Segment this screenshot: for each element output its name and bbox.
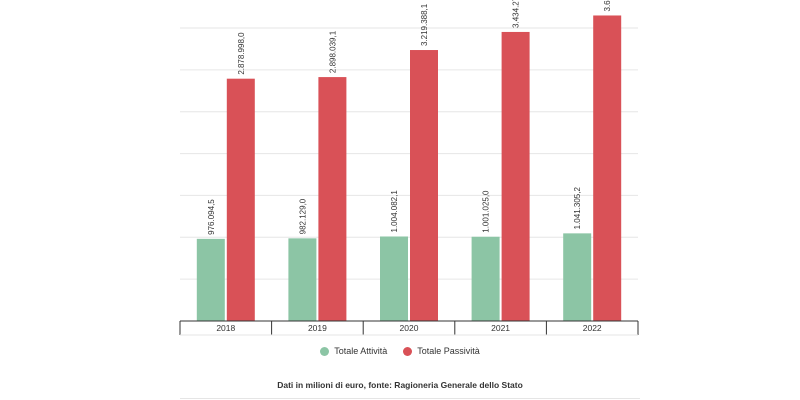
value-label-attivita-2021: 1.001.025,0 bbox=[482, 190, 491, 233]
value-label-passivita-2021: 3.434.27 bbox=[512, 0, 521, 28]
x-tick-label-2018: 2018 bbox=[216, 323, 235, 333]
x-tick-label-2022: 2022 bbox=[583, 323, 602, 333]
bar-passivita-2020 bbox=[410, 50, 438, 321]
x-tick-label-2021: 2021 bbox=[491, 323, 510, 333]
bar-attivita-2019 bbox=[288, 238, 317, 321]
legend-swatch-passivita bbox=[403, 346, 413, 356]
bar-attivita-2020 bbox=[380, 236, 408, 321]
legend-item-attivita[interactable]: Totale Attività bbox=[320, 346, 387, 356]
value-label-attivita-2022: 1.041.305,2 bbox=[573, 187, 582, 230]
value-labels: 976.094,5 2.878.998,0 982.129,0 2.898.039,1… bbox=[207, 0, 612, 235]
bar-attivita-2018 bbox=[196, 238, 225, 321]
value-label-passivita-2022: 3.63 bbox=[603, 0, 612, 11]
legend-label-passivita: Totale Passività bbox=[417, 346, 480, 356]
bottom-divider bbox=[180, 398, 640, 399]
value-label-passivita-2019: 2.898.039,1 bbox=[328, 30, 337, 73]
x-tick-label-2020: 2020 bbox=[400, 323, 419, 333]
value-label-attivita-2018: 976.094,5 bbox=[207, 199, 216, 235]
legend-label-attivita: Totale Attività bbox=[334, 346, 388, 356]
bar-passivita-2022 bbox=[593, 15, 622, 321]
x-axis: 2018 2019 2020 2021 2022 bbox=[179, 320, 639, 336]
bar-passivita-2021 bbox=[501, 31, 530, 321]
bar-attivita-2021 bbox=[471, 236, 500, 321]
value-label-passivita-2018: 2.878.998,0 bbox=[237, 32, 246, 75]
bar-passivita-2018 bbox=[226, 78, 255, 322]
value-label-passivita-2020: 3.219.388,1 bbox=[420, 3, 429, 46]
gridlines bbox=[180, 27, 638, 280]
legend-item-passivita[interactable]: Totale Passività bbox=[403, 346, 480, 356]
bar-chart: 976.094,5 2.878.998,0 982.129,0 2.898.039,1… bbox=[179, 0, 639, 336]
legend-swatch-attivita bbox=[320, 346, 330, 356]
bar-attivita-2022 bbox=[563, 233, 592, 321]
x-tick-label-2019: 2019 bbox=[308, 323, 327, 333]
value-label-attivita-2020: 1.004.082,1 bbox=[390, 190, 399, 233]
value-label-attivita-2019: 982.129,0 bbox=[298, 198, 307, 234]
bar-passivita-2019 bbox=[318, 77, 347, 321]
legend: Totale Attività Totale Passività bbox=[0, 346, 800, 356]
bars bbox=[196, 15, 622, 322]
source-note: Dati in milioni di euro, fonte: Ragioner… bbox=[277, 380, 523, 390]
